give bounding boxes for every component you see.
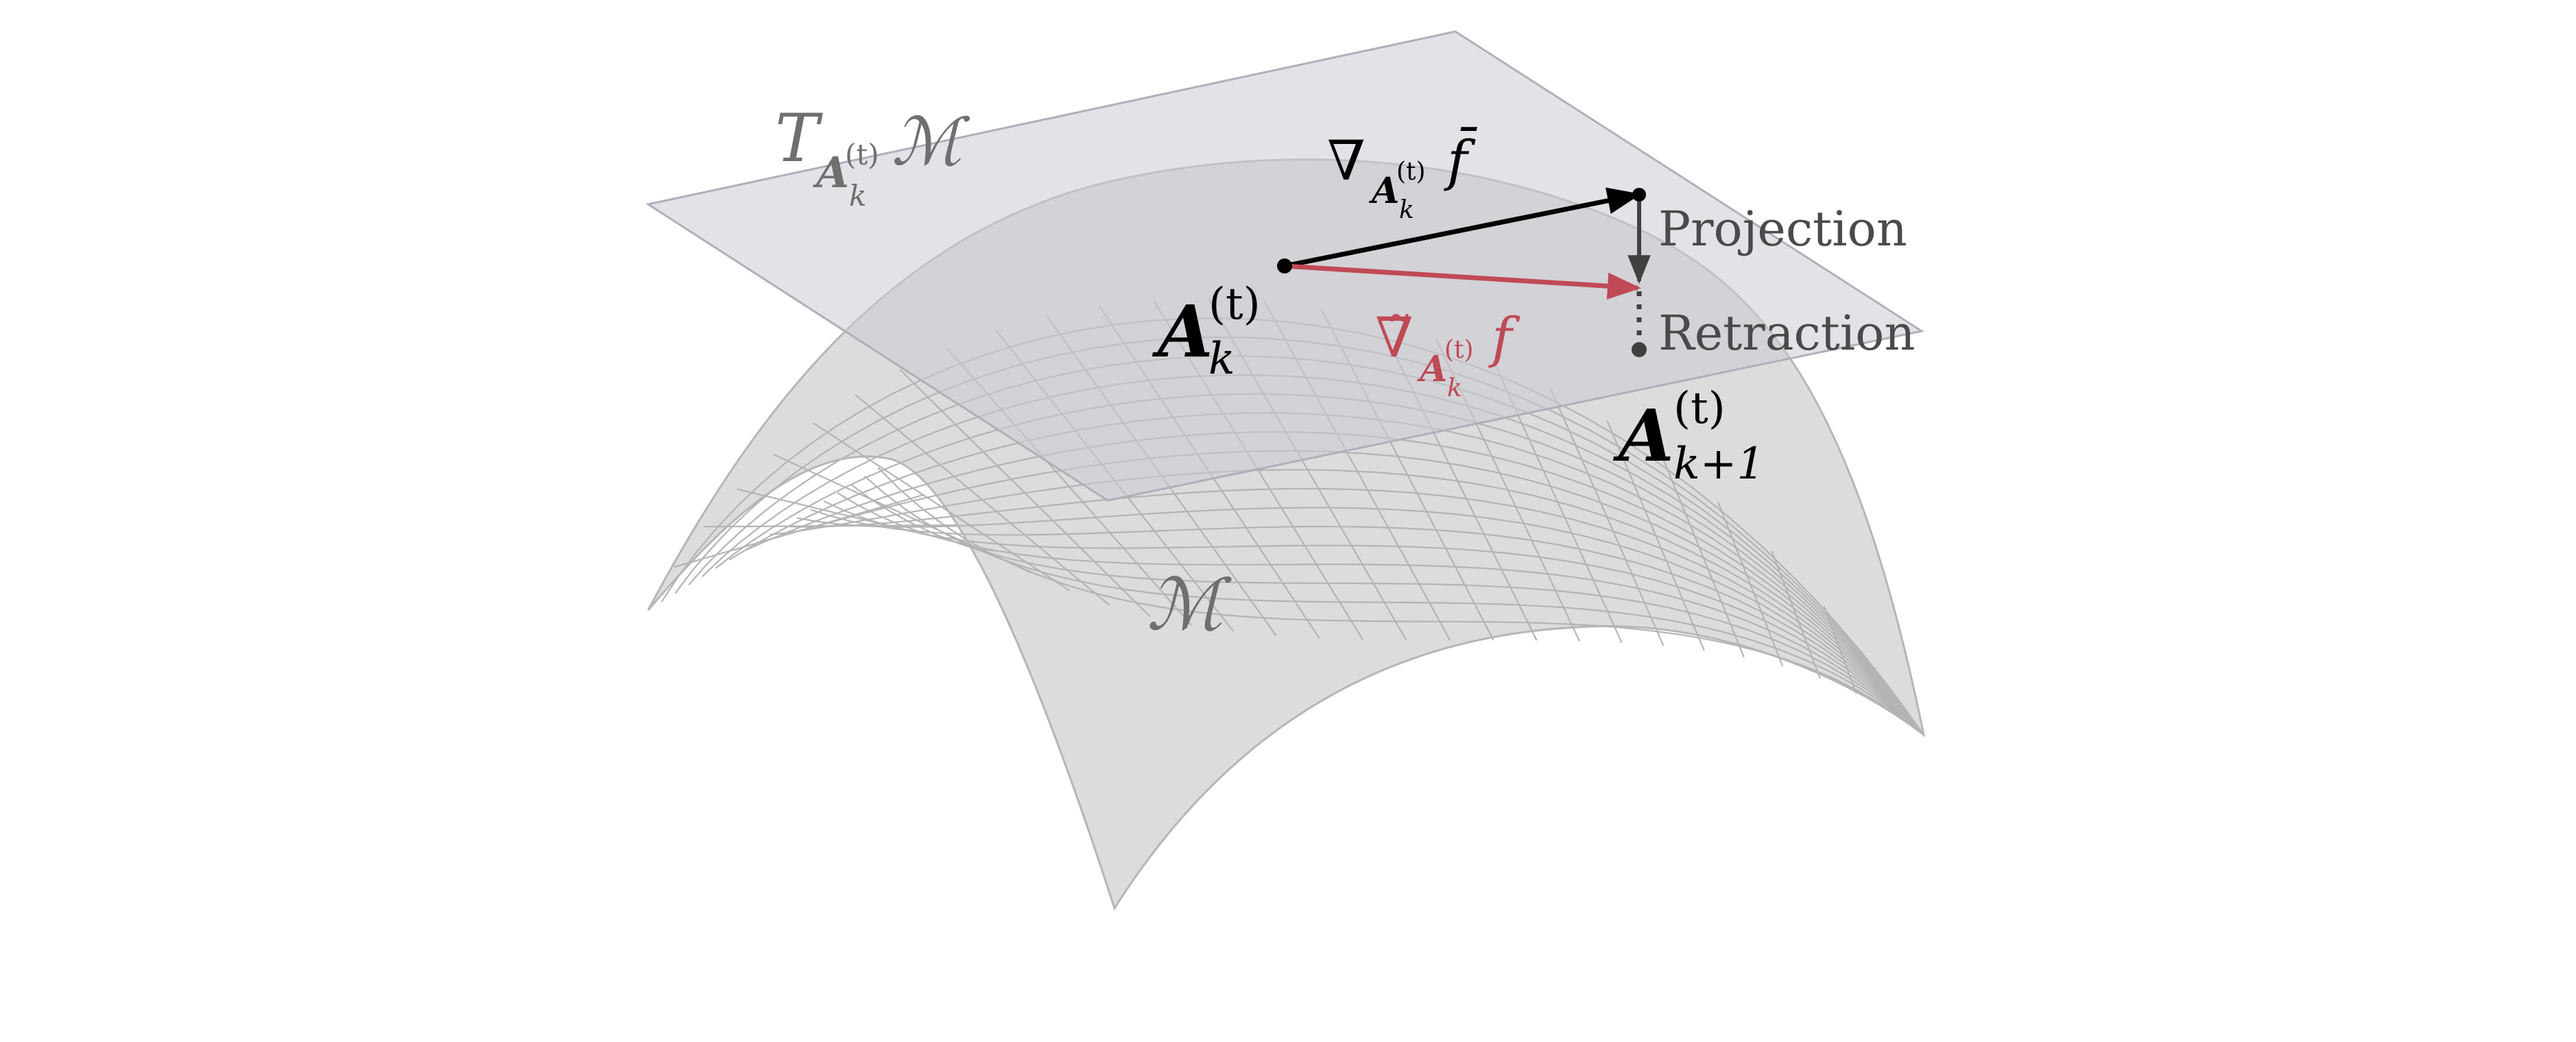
projection-label: Projection	[1658, 201, 1907, 257]
current-point-label: A k (t)	[1152, 279, 1261, 385]
next-point-sub: k+1	[1673, 439, 1765, 489]
retraction-label: Retraction	[1658, 305, 1915, 361]
next-point-sup: (t)	[1673, 383, 1726, 434]
tangent-sub-sub: k	[849, 179, 866, 213]
manifold-label: ℳ	[1147, 563, 1232, 646]
riemann-sub-sup: (t)	[1444, 336, 1474, 364]
euclidean-gradient-arrow	[1284, 187, 1641, 269]
tangent-sub-matrix: A	[813, 147, 849, 197]
grid-line	[770, 469, 1924, 736]
grid-line	[877, 467, 1924, 736]
current-point-sub: k	[1208, 334, 1235, 385]
grid-line	[837, 492, 1924, 736]
tangent-symbol: T	[775, 100, 823, 177]
tangent-sub-sup: (t)	[845, 138, 879, 171]
riemann-nabla: ∇̃	[1375, 306, 1414, 369]
tangent-manifold-symbol: ℳ	[892, 104, 970, 180]
grid-line	[850, 483, 1924, 736]
euclid-sub-sup: (t)	[1396, 158, 1426, 186]
current-point-sup: (t)	[1208, 279, 1261, 330]
grid-line	[783, 487, 1924, 736]
grid-line	[863, 475, 1924, 736]
next-point-label: A k+1 (t)	[1612, 383, 1765, 489]
riemann-sub-sub: k	[1447, 374, 1462, 402]
riemann-sub-matrix: A	[1416, 348, 1447, 390]
next-point-marker	[1632, 342, 1647, 357]
next-point-matrix: A	[1612, 393, 1674, 478]
euclid-sub-matrix: A	[1368, 170, 1399, 212]
grid-line	[823, 500, 1924, 736]
euclidean-tip-marker	[1632, 188, 1646, 202]
grid-line	[796, 507, 1924, 736]
tangent-space-label: T A k (t) ℳ	[775, 100, 970, 213]
euclid-sub-sub: k	[1399, 196, 1414, 224]
current-point-marker	[1277, 258, 1292, 274]
riemannian-gradient-arrow	[1284, 263, 1641, 300]
euclid-nabla: ∇	[1327, 129, 1365, 193]
current-point-matrix: A	[1152, 289, 1213, 374]
